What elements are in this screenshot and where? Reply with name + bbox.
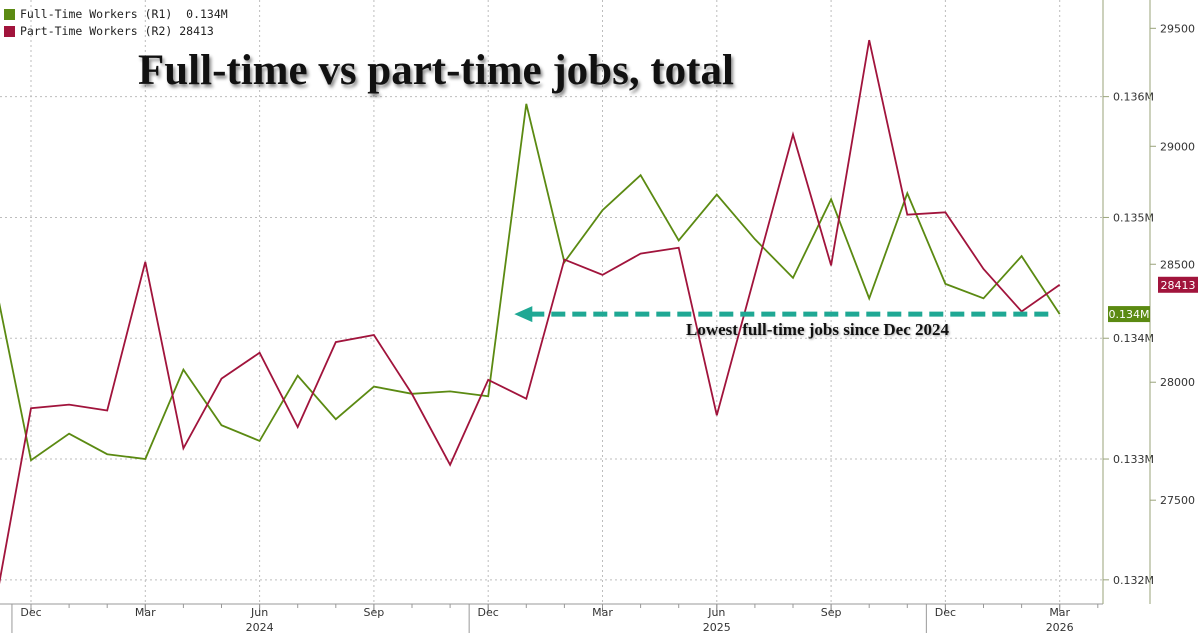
part-time-swatch [4, 26, 15, 37]
series-lines [0, 39, 1061, 585]
x-year-label: 2026 [1046, 621, 1074, 633]
chart-title: Full-time vs part-time jobs, total [138, 47, 734, 94]
x-year-label: 2025 [703, 621, 731, 633]
last-value-label-part-time: 28413 [1161, 279, 1196, 292]
legend-label-full-time: Full-Time Workers (R1) 0.134M [20, 7, 228, 21]
x-tick-label: Sep [364, 606, 385, 619]
legend-item-full-time: Full-Time Workers (R1) 0.134M [4, 6, 228, 23]
x-tick-label: Mar [592, 606, 613, 619]
x-tick-label: Dec [20, 606, 41, 619]
y-right-tick-label: 29500 [1160, 22, 1195, 35]
y-left-tick-label: 0.135M [1113, 211, 1154, 224]
annotation-lowest-full-time: Lowest full-time jobs since Dec 2024 [686, 320, 949, 339]
gridlines [0, 0, 1103, 604]
y-left-tick-label: 0.136M [1113, 91, 1154, 104]
arrow-head [514, 306, 533, 323]
x-tick-label: Jun [707, 606, 725, 619]
series-line-full-time [0, 103, 1061, 462]
x-tick-label: Dec [478, 606, 499, 619]
y-right-tick-label: 27500 [1160, 494, 1195, 507]
lowest-arrow [514, 306, 1054, 323]
legend-item-part-time: Part-Time Workers (R2) 28413 [4, 23, 228, 40]
x-tick-label: Jun [250, 606, 268, 619]
legend: Full-Time Workers (R1) 0.134M Part-Time … [4, 6, 228, 40]
full-time-swatch [4, 9, 15, 20]
x-tick-label: Dec [935, 606, 956, 619]
y-right-tick-label: 28500 [1160, 258, 1195, 271]
y-left-tick-label: 0.133M [1113, 453, 1154, 466]
y-left-tick-label: 0.134M [1113, 332, 1154, 345]
last-value-box-full-time [1108, 306, 1150, 323]
x-year-label: 2024 [246, 621, 274, 633]
y-left-tick-label: 0.132M [1113, 574, 1154, 587]
y-right-tick-label: 29000 [1160, 140, 1195, 153]
last-value-label-full-time: 0.134M [1109, 308, 1150, 321]
x-tick-label: Mar [135, 606, 156, 619]
x-tick-label: Mar [1049, 606, 1070, 619]
x-tick-label: Sep [821, 606, 842, 619]
last-value-box-part-time [1158, 276, 1198, 293]
series-line-part-time [0, 39, 1061, 585]
legend-label-part-time: Part-Time Workers (R2) 28413 [20, 24, 214, 38]
y-right-tick-label: 28000 [1160, 376, 1195, 389]
